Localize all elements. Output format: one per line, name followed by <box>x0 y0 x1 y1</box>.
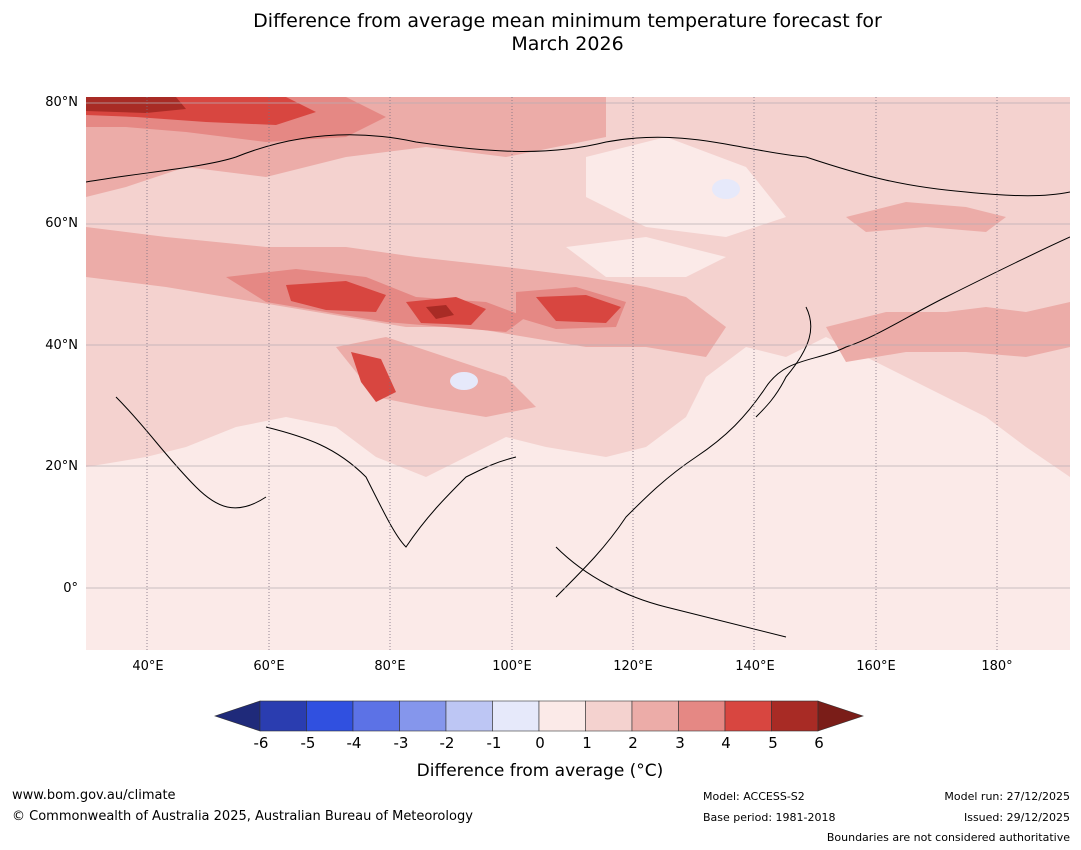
title-line-1: Difference from average mean minimum tem… <box>253 10 882 32</box>
lon-label-140e: 140°E <box>735 659 775 674</box>
coastline-east-asia <box>555 236 1071 598</box>
colorbar-cell <box>306 700 354 732</box>
coastline-arctic <box>85 134 1071 197</box>
colorbar-cell <box>259 700 307 732</box>
lon-label-60e: 60°E <box>253 659 285 674</box>
footer-copyright: © Commonwealth of Australia 2025, Austra… <box>12 809 473 824</box>
colorbar-extend-low <box>214 700 261 732</box>
colorbar-cells <box>214 700 864 732</box>
anomaly-region-4-5-kashmir <box>351 352 396 402</box>
latitude-gridlines <box>86 102 1070 589</box>
anomaly-region-5-6-arctic <box>86 97 186 113</box>
colorbar-label: Difference from average (°C) <box>416 761 664 781</box>
title-line-2: March 2026 <box>511 33 624 55</box>
colorbar-cell <box>631 700 679 732</box>
colorbar-tick: 4 <box>721 734 731 752</box>
lon-label-160e: 160°E <box>856 659 896 674</box>
anomaly-cool-patch-siberia <box>712 179 740 199</box>
anomaly-region-4-5-inner-mongolia <box>536 295 621 323</box>
colorbar-cell <box>399 700 447 732</box>
coastline-india <box>265 426 517 548</box>
colorbar-cell <box>585 700 633 732</box>
colorbar-tick: -3 <box>393 734 409 752</box>
anomaly-region-2-3-pacific <box>826 302 1070 362</box>
lat-label-80n: 80°N <box>45 95 78 110</box>
lon-label-80e: 80°E <box>374 659 406 674</box>
colorbar-cell <box>352 700 400 732</box>
footer-disclaimer: Boundaries are not considered authoritat… <box>826 831 1070 844</box>
colorbar-tick: 3 <box>675 734 685 752</box>
lon-label-120e: 120°E <box>613 659 653 674</box>
forecast-map <box>85 97 1071 650</box>
colorbar-cell <box>492 700 540 732</box>
colorbar <box>214 700 864 732</box>
lat-label-60n: 60°N <box>45 216 78 231</box>
colorbar-tick: 1 <box>582 734 592 752</box>
anomaly-patch-light-central <box>566 237 726 277</box>
map-canvas <box>85 97 1071 650</box>
anomaly-cool-patch-tibet <box>450 372 478 390</box>
coastlines <box>85 134 1071 638</box>
coastline-maritime-se-asia <box>555 546 787 638</box>
colorbar-cell <box>724 700 772 732</box>
footer-model-run: Model run: 27/12/2025 <box>944 790 1070 803</box>
colorbar-extend-high <box>817 700 864 732</box>
lon-label-180: 180° <box>981 659 1013 674</box>
footer-website: www.bom.gov.au/climate <box>12 788 176 803</box>
lon-label-100e: 100°E <box>492 659 532 674</box>
chart-title: Difference from average mean minimum tem… <box>0 10 1081 56</box>
colorbar-tick: -5 <box>300 734 316 752</box>
colorbar-tick: 0 <box>535 734 545 752</box>
colorbar-tick: -4 <box>346 734 362 752</box>
colorbar-cell <box>678 700 726 732</box>
colorbar-cell <box>445 700 493 732</box>
colorbar-tick: -1 <box>486 734 502 752</box>
lat-label-40n: 40°N <box>45 338 78 353</box>
footer-issued: Issued: 29/12/2025 <box>963 811 1070 824</box>
colorbar-tick: -6 <box>253 734 269 752</box>
colorbar-cell <box>771 700 819 732</box>
footer-model: Model: ACCESS-S2 <box>703 790 805 803</box>
lat-label-0: 0° <box>63 581 78 596</box>
colorbar-tick: 6 <box>814 734 824 752</box>
anomaly-region-4-5-kazakh <box>286 281 386 312</box>
colorbar-cell <box>538 700 586 732</box>
lat-label-20n: 20°N <box>45 459 78 474</box>
lon-label-40e: 40°E <box>132 659 164 674</box>
anomaly-patch-light-siberia <box>586 137 786 237</box>
coastline-japan <box>755 306 812 418</box>
colorbar-tick: 5 <box>768 734 778 752</box>
anomaly-region-5-6-central <box>426 305 454 319</box>
colorbar-tick: -2 <box>439 734 455 752</box>
footer-base-period: Base period: 1981-2018 <box>703 811 836 824</box>
coastline-arabia <box>115 396 267 509</box>
longitude-gridlines <box>146 97 998 650</box>
anomaly-region-2-3-kamchatka <box>846 202 1006 232</box>
colorbar-tick: 2 <box>628 734 638 752</box>
